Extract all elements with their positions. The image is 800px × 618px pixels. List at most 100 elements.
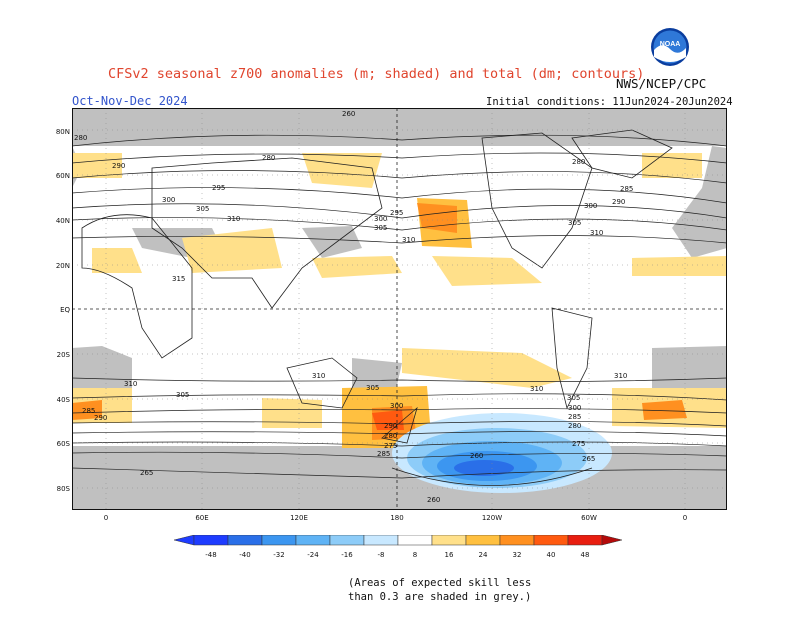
contour-label: 290 <box>384 422 397 430</box>
contour-label: 305 <box>366 384 379 392</box>
contour-label: 290 <box>94 414 107 422</box>
colorbar-label: -8 <box>378 551 385 559</box>
contour-label: 290 <box>112 162 125 170</box>
colorbar-label: -16 <box>341 551 353 559</box>
coastlines <box>81 129 673 486</box>
svg-text:NOAA: NOAA <box>660 41 681 48</box>
colorbar-label: -40 <box>239 551 250 559</box>
colorbar-swatch <box>465 535 501 546</box>
contour-label: 275 <box>572 440 585 448</box>
contour-label: 290 <box>612 198 625 206</box>
contour-label: 295 <box>212 184 225 192</box>
contour-label: 285 <box>377 450 390 458</box>
chart-title: CFSv2 seasonal z700 anomalies (m; shaded… <box>108 66 645 82</box>
colorbar-swatch <box>363 535 399 546</box>
colorbar-labels: -48 -40 -32 -24 -16 -8 8 16 24 32 40 48 <box>205 551 589 559</box>
lat-tick-label: 80S <box>57 485 71 493</box>
colorbar-arrow-right <box>601 535 623 546</box>
contour-label: 310 <box>312 372 325 380</box>
contour-label: 265 <box>140 469 153 477</box>
contour-label: 280 <box>572 158 585 166</box>
contour-label: 285 <box>620 185 633 193</box>
latitude-axis: 80N 60N 40N 20N EQ 20S 40S 60S 80S <box>56 128 71 493</box>
contour-label: 285 <box>568 413 581 421</box>
skill-footnote: (Areas of expected skill less than 0.3 a… <box>348 576 531 604</box>
lon-tick-label: 180 <box>390 514 403 522</box>
colorbar-arrow-left <box>174 535 195 546</box>
map-panel: 260 280 280 280 290 295 300 305 310 300 … <box>72 108 727 510</box>
colorbar-swatch <box>499 535 535 546</box>
lat-tick-label: 40S <box>57 396 71 404</box>
colorbar-swatch <box>193 535 229 546</box>
colorbar-swatch <box>329 535 365 546</box>
colorbar-swatch <box>533 535 569 546</box>
contour-label: 295 <box>390 209 403 217</box>
lat-tick-label: 40N <box>56 217 70 225</box>
colorbar-label: 24 <box>479 551 488 559</box>
colorbar-label: 8 <box>413 551 417 559</box>
longitude-axis: 0 60E 120E 180 120W 60W 0 <box>104 514 687 522</box>
colorbar-swatch <box>431 535 467 546</box>
contour-label: 305 <box>567 394 580 402</box>
contour-label: 260 <box>342 110 355 118</box>
lat-tick-label: 60S <box>57 440 71 448</box>
colorbar-label: 40 <box>547 551 556 559</box>
contour-label: 305 <box>374 224 387 232</box>
agency-label: NWS/NCEP/CPC <box>616 76 707 91</box>
contour-label: 310 <box>614 372 627 380</box>
lat-tick-label: 80N <box>56 128 70 136</box>
contour-label: 310 <box>402 236 415 244</box>
lat-tick-label: EQ <box>60 306 70 314</box>
colorbar-swatch <box>567 535 603 546</box>
map-frame <box>72 108 727 510</box>
contour-label-group: 260 280 280 280 290 295 300 305 310 300 … <box>74 110 633 504</box>
lon-tick-label: 60W <box>581 514 597 522</box>
contour-label: 285 <box>82 407 95 415</box>
contour-label: 310 <box>227 215 240 223</box>
season-label: Oct-Nov-Dec 2024 <box>72 94 188 108</box>
graticule <box>72 108 727 510</box>
contour-label: 315 <box>172 275 185 283</box>
contour-label: 280 <box>262 154 275 162</box>
lon-tick-label: 0 <box>104 514 108 522</box>
lat-tick-label: 20S <box>57 351 71 359</box>
colorbar-swatch <box>261 535 297 546</box>
contour-label: 260 <box>470 452 483 460</box>
initial-conditions-label: Initial conditions: 11Jun2024-20Jun2024 <box>486 96 733 108</box>
contour-label: 310 <box>124 380 137 388</box>
contour-label: 280 <box>74 134 87 142</box>
contour-label: 305 <box>176 391 189 399</box>
contour-label: 300 <box>374 215 387 223</box>
contour-label: 300 <box>390 402 403 410</box>
footnote-line: (Areas of expected skill less <box>348 577 532 589</box>
contour-label: 275 <box>384 442 397 450</box>
colorbar-label: 32 <box>513 551 522 559</box>
contour-label: 310 <box>590 229 603 237</box>
contour-label: 300 <box>584 202 597 210</box>
contour-label: 280 <box>568 422 581 430</box>
footnote-line: than 0.3 are shaded in grey.) <box>348 591 532 603</box>
lon-tick-label: 120E <box>290 514 308 522</box>
lat-tick-label: 60N <box>56 172 70 180</box>
colorbar-label: -48 <box>205 551 216 559</box>
contour-label: 310 <box>530 385 543 393</box>
colorbar-swatch <box>397 535 433 546</box>
contour-label: 280 <box>384 432 397 440</box>
colorbar-swatches <box>174 535 623 546</box>
contour-label: 300 <box>162 196 175 204</box>
height-contours <box>72 134 727 479</box>
contour-label: 260 <box>427 496 440 504</box>
contour-label: 305 <box>568 219 581 227</box>
contour-label: 300 <box>568 404 581 412</box>
lat-tick-label: 20N <box>56 262 70 270</box>
contour-label: 305 <box>196 205 209 213</box>
colorbar-label: -32 <box>273 551 284 559</box>
lon-tick-label: 0 <box>683 514 687 522</box>
colorbar-label: 16 <box>445 551 454 559</box>
contour-label: 265 <box>582 455 595 463</box>
colorbar-swatch <box>227 535 263 546</box>
colorbar: -48 -40 -32 -24 -16 -8 8 16 24 32 40 48 <box>174 535 623 559</box>
noaa-logo-icon: NOAA <box>651 28 689 66</box>
lon-tick-label: 120W <box>482 514 502 522</box>
colorbar-label: -24 <box>307 551 319 559</box>
